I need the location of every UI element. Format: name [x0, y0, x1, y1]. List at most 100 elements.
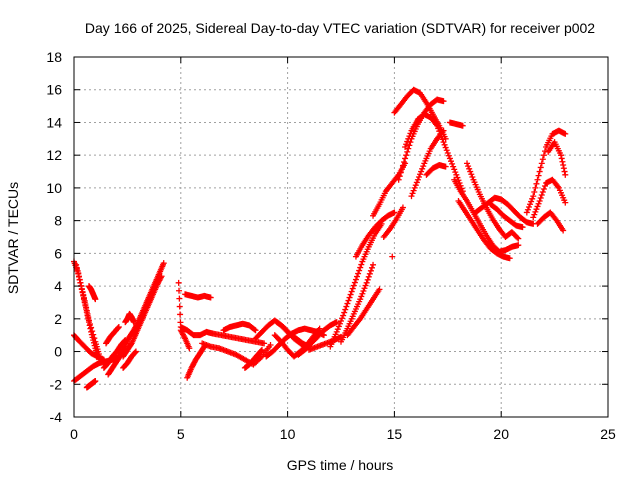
data-point [439, 136, 446, 143]
x-tick-label: 15 [387, 426, 403, 442]
data-point [75, 270, 82, 277]
series-track-17 [184, 343, 208, 381]
series-track-21 [241, 346, 265, 371]
data-point [537, 164, 544, 171]
data-point [449, 160, 456, 167]
data-point [464, 160, 471, 167]
data-point [340, 312, 347, 319]
data-point [333, 328, 340, 335]
series-track-40 [446, 119, 466, 129]
data-point [355, 270, 362, 277]
data-point [558, 155, 565, 162]
data-point [83, 304, 90, 311]
data-point [89, 328, 96, 335]
data-point [177, 311, 184, 318]
data-point [358, 261, 365, 268]
data-point [403, 141, 410, 148]
data-point [401, 159, 408, 165]
data-point [370, 261, 377, 268]
data-point [81, 297, 88, 304]
data-point [402, 155, 409, 162]
x-tick-label: 20 [493, 426, 509, 442]
data-point [359, 290, 366, 297]
data-point [362, 282, 369, 289]
data-point [448, 158, 455, 165]
data-point [130, 319, 137, 326]
data-point [506, 255, 513, 262]
data-point [364, 276, 371, 283]
data-point [397, 169, 404, 176]
data-point [440, 127, 447, 134]
data-point [335, 323, 342, 330]
data-point [541, 148, 548, 155]
data-point [442, 163, 449, 170]
data-point [75, 273, 82, 280]
data-point [404, 138, 411, 145]
data-point [92, 296, 99, 303]
grid-lines [74, 57, 608, 417]
x-axis-label: GPS time / hours [287, 457, 394, 473]
data-point [435, 125, 442, 132]
data-point [451, 166, 458, 173]
data-point [186, 345, 193, 352]
y-axis-label: SDTVAR / TECUs [5, 182, 21, 294]
data-point [532, 184, 539, 191]
data-point [446, 155, 453, 162]
data-point [541, 183, 548, 189]
data-point [529, 195, 536, 202]
data-point [391, 209, 398, 216]
data-point [77, 279, 84, 286]
data-point [354, 273, 361, 280]
data-point [357, 296, 364, 303]
data-point [88, 324, 95, 331]
series-track-44 [472, 194, 537, 227]
series-track-05 [85, 283, 99, 303]
data-point [533, 180, 540, 187]
x-tick-label: 10 [280, 426, 296, 442]
data-point [389, 253, 396, 260]
data-point [562, 199, 569, 206]
data-point [466, 165, 473, 172]
data-point [115, 324, 122, 330]
data-point [207, 294, 214, 301]
series-track-06 [71, 332, 107, 363]
data-point [80, 291, 87, 298]
y-tick-label: 2 [54, 311, 62, 327]
data-point [562, 130, 569, 137]
data-point [87, 321, 94, 327]
series-track-48 [534, 209, 567, 234]
data-point [539, 189, 546, 195]
data-point [366, 270, 373, 277]
data-points [71, 86, 569, 391]
y-tick-label: 8 [54, 213, 62, 229]
data-point [333, 319, 340, 326]
data-point [538, 160, 545, 167]
data-point [395, 176, 402, 183]
data-point [531, 189, 538, 195]
series-track-33 [380, 204, 406, 240]
data-point [336, 320, 343, 327]
data-point [85, 317, 92, 324]
data-point [115, 324, 122, 331]
data-point [406, 142, 413, 149]
series-track-47 [530, 176, 569, 221]
data-point [420, 163, 427, 170]
y-tick-label: 0 [54, 344, 62, 360]
data-point [413, 179, 420, 186]
data-point [560, 227, 567, 234]
data-point [78, 285, 85, 292]
data-point [100, 356, 107, 363]
data-point [360, 288, 367, 294]
data-point [539, 156, 546, 163]
data-point [357, 264, 364, 271]
series-track-45 [487, 201, 526, 231]
data-point [536, 168, 543, 175]
data-point [525, 204, 532, 210]
series-track-30 [344, 286, 383, 339]
series-track-28 [327, 220, 385, 350]
data-point [469, 174, 476, 180]
data-point [84, 310, 91, 317]
chart-title: Day 166 of 2025, Sidereal Day-to-day VTE… [85, 20, 595, 36]
data-point [399, 204, 406, 211]
data-point [365, 273, 372, 280]
